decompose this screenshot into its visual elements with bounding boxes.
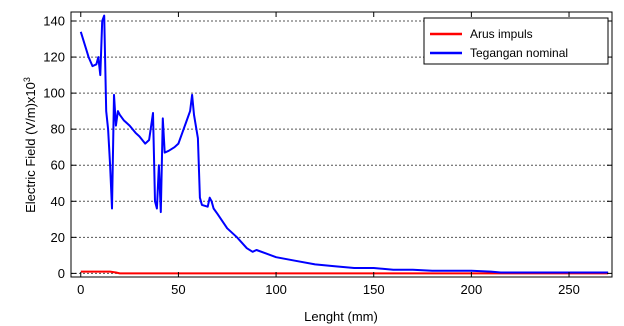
legend-label-arus-impuls: Arus impuls bbox=[470, 27, 533, 41]
y-tick-label-40: 40 bbox=[51, 194, 65, 209]
x-tick-label-100: 100 bbox=[265, 282, 287, 297]
plot-frame bbox=[70, 11, 613, 278]
x-tick-label-150: 150 bbox=[363, 282, 385, 297]
y-tick-label-0: 0 bbox=[58, 266, 65, 281]
series-line-tegangan-nominal bbox=[79, 14, 609, 274]
x-tick-label-0: 0 bbox=[77, 282, 84, 297]
y-tick-label-100: 100 bbox=[43, 86, 65, 101]
y-tick-label-60: 60 bbox=[51, 158, 65, 173]
y-tick-label-20: 20 bbox=[51, 230, 65, 245]
y-tick-label-80: 80 bbox=[51, 122, 65, 137]
x-tick-label-50: 50 bbox=[171, 282, 185, 297]
series-line-arus-impuls bbox=[80, 270, 609, 275]
y-axis-title: Electric Field (V/m)x103 bbox=[22, 77, 38, 213]
y-tick-label-120: 120 bbox=[43, 50, 65, 65]
y-axis-title-main: Electric Field (V/m)x10 bbox=[23, 82, 38, 213]
legend-label-tegangan-nominal: Tegangan nominal bbox=[470, 46, 568, 60]
series-lines bbox=[79, 14, 609, 275]
y-axis: 0 20 40 60 80 100 120 140 bbox=[43, 14, 612, 281]
legend: Arus impuls Tegangan nominal bbox=[423, 17, 609, 65]
x-axis: 0 50 100 150 200 250 bbox=[77, 12, 580, 297]
x-tick-label-200: 200 bbox=[461, 282, 483, 297]
x-tick-label-250: 250 bbox=[558, 282, 580, 297]
legend-box bbox=[423, 17, 609, 65]
x-axis-title: Lenght (mm) bbox=[304, 309, 378, 324]
y-axis-title-exponent: 3 bbox=[22, 77, 32, 82]
y-tick-label-140: 140 bbox=[43, 14, 65, 29]
